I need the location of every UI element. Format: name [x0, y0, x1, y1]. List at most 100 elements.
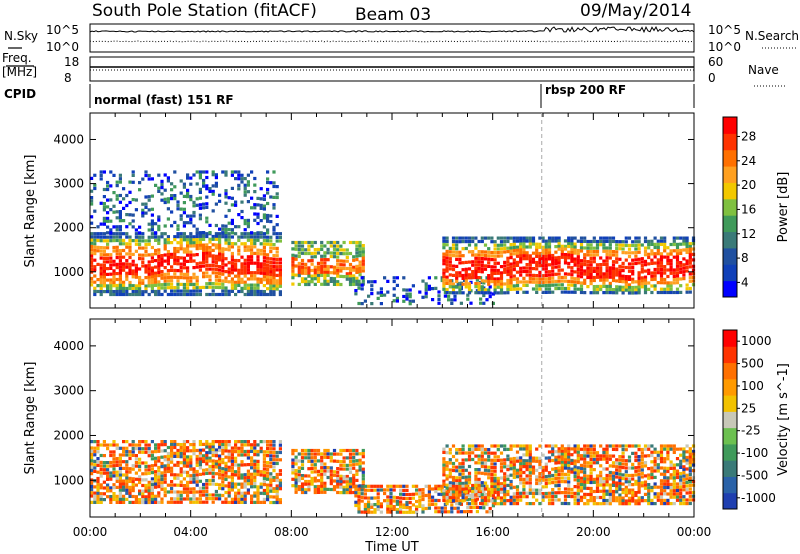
echo-cell	[208, 267, 212, 271]
echo-cell	[467, 260, 472, 264]
echo-cell	[246, 265, 250, 269]
echo-cell	[176, 203, 180, 207]
echo-cell	[605, 272, 609, 276]
echo-cell	[134, 290, 138, 294]
echo-cell	[442, 287, 446, 291]
echo-cell	[230, 488, 234, 492]
echo-cell	[386, 498, 390, 503]
echo-cell	[490, 274, 494, 278]
echo-cell	[583, 480, 587, 484]
echo-cell	[186, 273, 190, 277]
echo-cell	[583, 281, 587, 285]
echo-cell	[355, 258, 359, 262]
echo-cell	[515, 290, 520, 294]
echo-cell	[358, 468, 362, 472]
echo-cell	[627, 459, 632, 463]
echo-cell	[246, 268, 250, 272]
echo-cell	[313, 470, 317, 474]
echo-cell	[125, 446, 129, 450]
echo-cell	[496, 282, 500, 287]
echo-cell	[262, 284, 266, 288]
echo-cell	[150, 235, 154, 239]
echo-cell	[154, 443, 158, 447]
echo-cell	[496, 271, 500, 275]
echo-cell	[573, 450, 577, 454]
echo-cell	[467, 444, 472, 448]
echo-cell	[294, 472, 298, 476]
echo-cell	[682, 263, 686, 267]
echo-cell	[554, 473, 558, 477]
echo-cell	[455, 448, 459, 452]
echo-cell	[386, 495, 390, 499]
echo-cell	[160, 449, 164, 453]
echo-cell	[157, 189, 161, 193]
echo-cell	[509, 281, 513, 285]
echo-cell	[125, 262, 129, 266]
echo-cell	[493, 458, 497, 462]
echo-cell	[342, 475, 346, 479]
echo-cell	[278, 481, 282, 485]
echo-cell	[477, 288, 481, 292]
echo-cell	[592, 444, 596, 448]
echo-cell	[522, 239, 526, 243]
echo-cell	[138, 489, 142, 493]
echo-cell	[467, 243, 472, 247]
echo-cell	[227, 465, 231, 469]
echo-cell	[522, 290, 526, 294]
echo-cell	[234, 456, 238, 460]
echo-cell	[227, 452, 231, 456]
echo-cell	[125, 225, 129, 229]
echo-cell	[240, 173, 244, 177]
echo-cell	[157, 238, 161, 242]
echo-cell	[451, 273, 456, 277]
echo-cell	[275, 287, 279, 291]
echo-cell	[345, 272, 349, 276]
echo-cell	[443, 506, 447, 510]
echo-cell	[102, 208, 106, 212]
echo-cell	[214, 493, 218, 497]
echo-cell	[297, 271, 301, 275]
echo-cell	[189, 500, 193, 504]
echo-cell	[179, 276, 183, 280]
echo-cell	[240, 460, 244, 464]
echo-cell	[99, 486, 103, 490]
echo-cell	[496, 458, 500, 462]
echo-cell	[198, 246, 202, 250]
echo-cell	[205, 243, 209, 247]
echo-cell	[208, 278, 212, 282]
echo-cell	[348, 448, 353, 453]
echo-cell	[163, 188, 167, 192]
echo-cell	[509, 272, 513, 276]
echo-cell	[515, 488, 520, 492]
freq-traces	[90, 66, 694, 71]
echo-cell	[576, 498, 580, 502]
echo-cell	[643, 239, 648, 244]
echo-cell	[342, 275, 346, 279]
echo-cell	[224, 241, 228, 245]
echo-cell	[605, 492, 609, 496]
echo-cell	[157, 274, 161, 278]
echo-cell	[487, 264, 491, 268]
echo-cell	[275, 235, 279, 239]
echo-cell	[605, 502, 609, 506]
echo-cell	[541, 475, 545, 479]
echo-cell	[450, 503, 454, 507]
echo-cell	[214, 454, 218, 458]
echo-cell	[512, 236, 516, 240]
echo-cell	[122, 286, 126, 290]
echo-cell	[570, 458, 574, 463]
echo-cell	[266, 489, 270, 493]
echo-cell	[182, 282, 186, 287]
echo-cell	[150, 278, 154, 282]
echo-cell	[202, 170, 206, 174]
echo-cell	[637, 257, 641, 261]
echo-cell	[160, 254, 164, 258]
echo-cell	[490, 476, 494, 480]
echo-cell	[310, 482, 314, 486]
echo-cell	[480, 484, 484, 488]
echo-cell	[163, 279, 167, 283]
echo-cell	[291, 263, 295, 267]
echo-cell	[144, 267, 148, 271]
echo-cell	[122, 242, 126, 246]
echo-cell	[131, 477, 135, 481]
